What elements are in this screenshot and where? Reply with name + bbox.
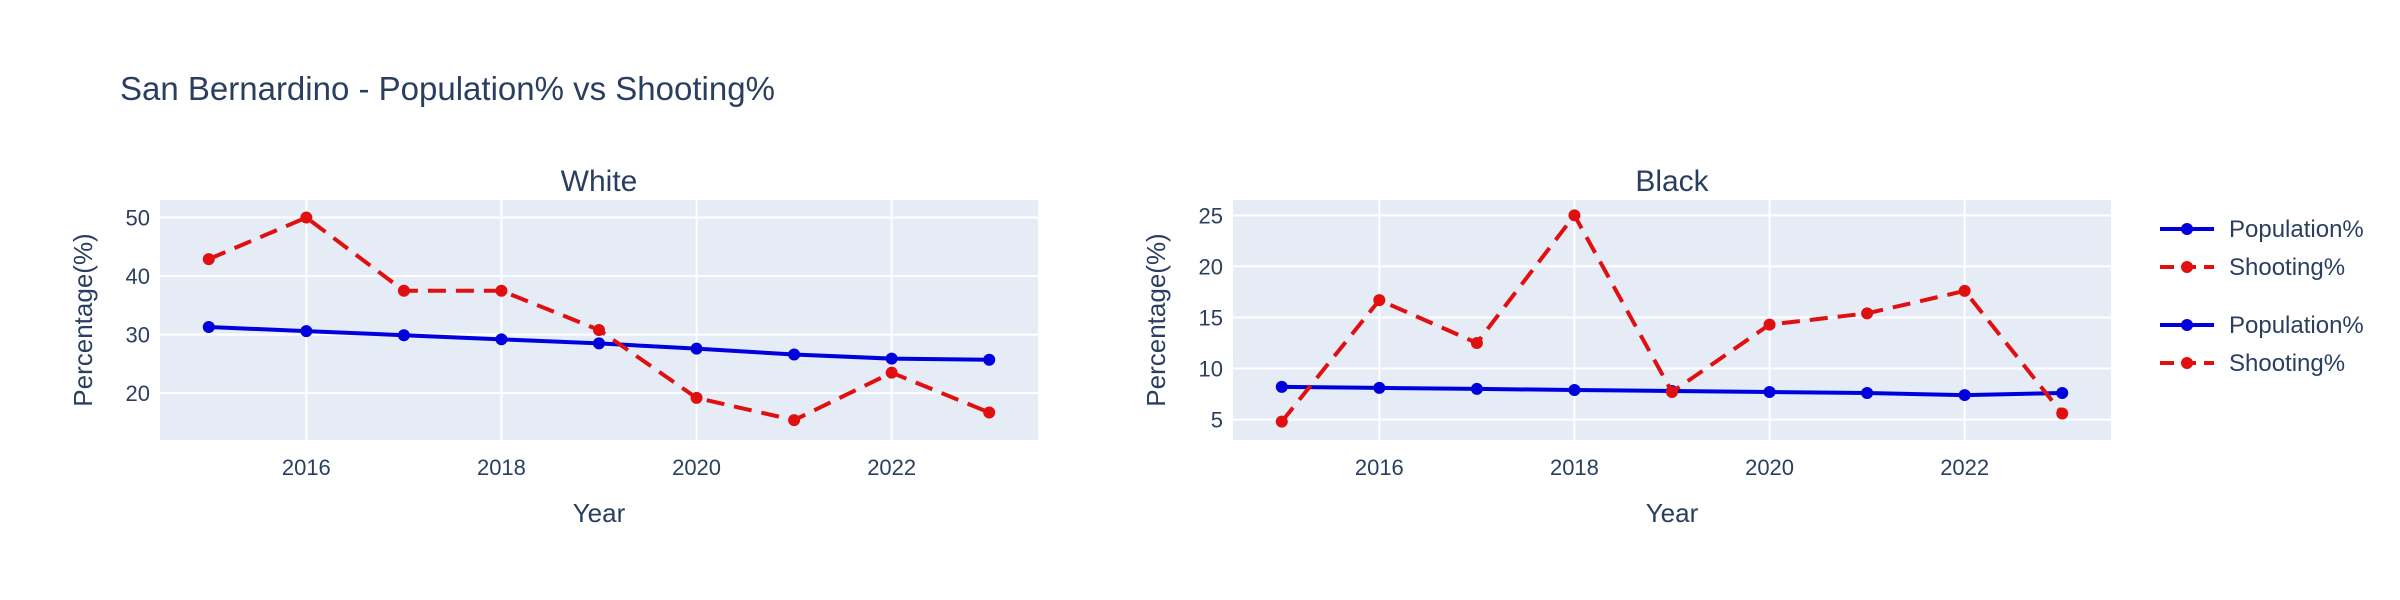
data-point [1763, 386, 1776, 398]
legend-item[interactable]: Population% [2160, 216, 2364, 243]
x-tick-label: 2022 [1940, 455, 1989, 480]
y-tick-label: 15 [1199, 305, 1223, 330]
legend-marker [2181, 319, 2193, 331]
data-point [1958, 284, 1971, 297]
y-tick-label: 50 [126, 206, 150, 231]
subplot-white: White Year Percentage(%) 2016 2018 2020 202… [68, 165, 1038, 528]
data-point [2056, 387, 2069, 400]
data-point [397, 329, 410, 342]
y-tick-label: 25 [1199, 203, 1223, 228]
data-point [1373, 294, 1386, 307]
data-point [1373, 381, 1386, 394]
series-shooting [202, 211, 996, 427]
x-tick-label: 2018 [477, 455, 526, 480]
y-tick-label: 10 [1199, 357, 1223, 382]
data-point [1568, 209, 1581, 222]
data-point [1275, 380, 1288, 393]
x-tick-label: 2016 [1355, 455, 1404, 480]
data-point [1666, 386, 1678, 398]
chart-title: San Bernardino - Population% vs Shooting… [120, 70, 775, 107]
data-point [1470, 382, 1483, 395]
data-point [1470, 336, 1483, 349]
subplot-black: Black Year Percentage(%) 2016 2018 2020 202… [1141, 165, 2111, 528]
legend-marker [2181, 357, 2193, 369]
y-axis-label: Percentage(%) [68, 233, 98, 406]
series-population [202, 321, 996, 366]
legend[interactable]: Population% Shooting% Population% Shooting% [2160, 216, 2364, 377]
legend-item[interactable]: Population% [2160, 312, 2364, 339]
data-point [495, 284, 508, 297]
data-point [202, 253, 215, 266]
y-axis-label: Percentage(%) [1141, 233, 1171, 406]
data-point [690, 342, 703, 355]
x-tick-label: 2020 [672, 455, 721, 480]
data-point [593, 337, 605, 350]
plot-area [160, 200, 1038, 440]
data-point [1763, 318, 1776, 331]
data-point [397, 284, 410, 297]
data-point [1275, 415, 1288, 428]
legend-label: Shooting% [2229, 254, 2345, 281]
data-point [788, 348, 801, 361]
y-tick-label: 30 [126, 323, 150, 348]
data-point [885, 366, 898, 379]
data-point [1861, 307, 1874, 320]
x-tick-label: 2020 [1745, 455, 1794, 480]
subplot-title: Black [1635, 165, 1709, 198]
data-point [983, 353, 996, 366]
legend-label: Population% [2229, 216, 2364, 243]
x-axis-label: Year [1646, 498, 1699, 528]
gridlines [1233, 200, 2111, 440]
subplot-title: White [561, 165, 638, 198]
series-shooting [1275, 209, 2069, 428]
data-point [788, 414, 801, 427]
x-tick-label: 2022 [867, 455, 916, 480]
legend-label: Population% [2229, 312, 2364, 339]
x-tick-label: 2018 [1550, 455, 1599, 480]
y-tick-label: 40 [126, 264, 150, 289]
data-point [593, 323, 605, 336]
y-tick-label: 20 [1199, 254, 1223, 279]
data-point [690, 391, 703, 404]
data-point [300, 325, 313, 338]
x-axis-label: Year [573, 498, 626, 528]
data-point [983, 406, 996, 419]
data-point [1861, 387, 1874, 400]
data-point [1568, 383, 1581, 396]
legend-marker [2181, 223, 2193, 235]
data-point [885, 352, 898, 365]
data-point [2056, 407, 2069, 420]
data-point [300, 211, 313, 224]
legend-item[interactable]: Shooting% [2160, 254, 2345, 281]
legend-marker [2181, 261, 2193, 273]
legend-item[interactable]: Shooting% [2160, 350, 2345, 377]
data-point [202, 321, 215, 334]
y-tick-label: 5 [1211, 408, 1223, 433]
legend-label: Shooting% [2229, 350, 2345, 377]
x-tick-label: 2016 [282, 455, 331, 480]
y-tick-label: 20 [126, 381, 150, 406]
data-point [1958, 389, 1971, 402]
plot-area [1233, 200, 2111, 440]
data-point [495, 333, 508, 346]
